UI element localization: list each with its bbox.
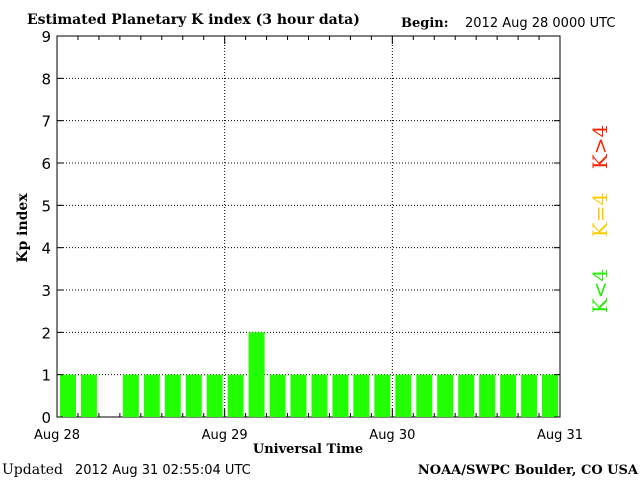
kp-bar: [185, 374, 202, 417]
y-tick-label: 8: [41, 70, 51, 88]
kp-bar: [353, 374, 370, 417]
kp-bar: [479, 374, 496, 417]
begin-value: 2012 Aug 28 0000 UTC: [465, 16, 615, 31]
kp-bar: [332, 374, 349, 417]
kp-bar: [374, 374, 391, 417]
kp-bar: [248, 332, 265, 417]
kp-bar: [542, 374, 558, 417]
begin-label: Begin:: [401, 16, 449, 31]
source-credit: NOAA/SWPC Boulder, CO USA: [418, 463, 639, 478]
y-axis-label: Kp index: [15, 193, 31, 263]
updated-label: Updated: [2, 462, 63, 478]
y-tick-label: 3: [41, 282, 51, 300]
kp-bar: [206, 374, 223, 417]
chart-title: Estimated Planetary K index (3 hour data…: [27, 12, 360, 28]
kp-bar: [80, 374, 97, 417]
grid-lines: [57, 36, 560, 417]
y-tick-label: 2: [41, 324, 51, 342]
x-tick-label: Aug 31: [537, 428, 583, 443]
kp-bar: [395, 374, 412, 417]
kp-bar: [122, 374, 139, 417]
kp-bar: [290, 374, 307, 417]
kp-bar: [227, 374, 244, 417]
x-tick-label: Aug 28: [34, 428, 80, 443]
kp-bar: [60, 374, 76, 417]
x-axis-ticks: Aug 28 Aug 29 Aug 30 Aug 31: [34, 36, 583, 443]
kp-bar: [164, 374, 181, 417]
y-tick-label: 7: [41, 113, 51, 131]
y-tick-label: 4: [41, 240, 51, 258]
kp-bar: [143, 374, 160, 417]
x-tick-label: Aug 29: [202, 428, 248, 443]
kp-bar: [500, 374, 517, 417]
kp-bar: [458, 374, 475, 417]
plot-area: [56, 35, 561, 418]
bar-series: [60, 332, 558, 417]
legend-k-less-4: K<4: [588, 269, 612, 313]
y-tick-label: 0: [41, 409, 51, 427]
y-axis-ticks: 0 1 2 3 4 5 6 7 8 9: [41, 28, 560, 427]
x-tick-label: Aug 30: [369, 428, 415, 443]
y-tick-label: 1: [41, 367, 51, 385]
kp-bar: [416, 374, 433, 417]
kp-bar: [521, 374, 538, 417]
y-tick-label: 6: [41, 155, 51, 173]
updated-value: 2012 Aug 31 02:55:04 UTC: [75, 463, 251, 478]
legend-k-greater-4: K>4: [588, 125, 612, 169]
y-tick-label: 9: [41, 28, 51, 46]
y-tick-label: 5: [41, 197, 51, 215]
kp-bar: [269, 374, 286, 417]
x-axis-label: Universal Time: [253, 442, 363, 457]
kp-bar: [311, 374, 328, 417]
legend-k-equal-4: K=4: [588, 193, 612, 237]
kp-bar: [437, 374, 454, 417]
